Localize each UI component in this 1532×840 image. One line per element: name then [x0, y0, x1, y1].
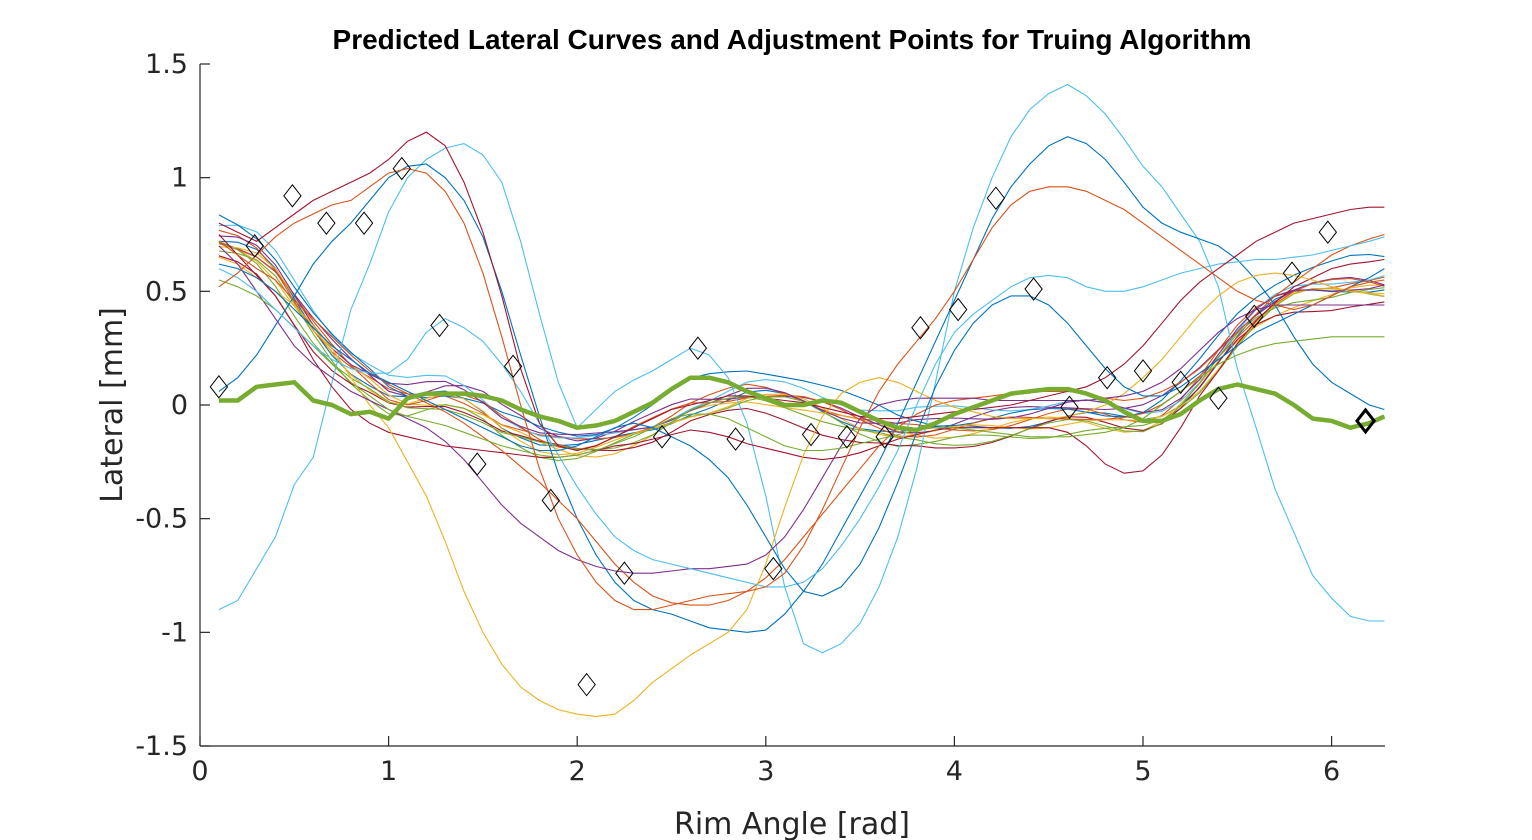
series-line [218, 242, 1385, 450]
series-line [218, 236, 1385, 588]
x-tick-label: 6 [1323, 756, 1340, 787]
adjustment-point-marker [911, 315, 930, 340]
adjustment-point-marker [1282, 261, 1302, 285]
adjustment-point-marker [1209, 386, 1228, 410]
x-tick-label: 2 [569, 756, 586, 787]
adjustment-point-marker [875, 425, 894, 449]
adjustment-point-marker [837, 425, 857, 449]
series-line [218, 250, 1385, 461]
adjustment-point-marker [468, 452, 487, 476]
adjustment-point-marker [1097, 365, 1117, 390]
series-line [218, 168, 1385, 611]
adjustment-point-marker [801, 422, 821, 447]
y-axis-label: Lateral [mm] [95, 307, 130, 503]
series-line [218, 224, 1385, 439]
adjustment-point-marker [764, 556, 783, 581]
y-tick-label: -1 [161, 617, 188, 648]
adjustment-point-marker [652, 425, 672, 449]
chart-title: Predicted Lateral Curves and Adjustment … [333, 24, 1252, 55]
adjustment-point-marker [1060, 395, 1079, 420]
emphasized-point-marker [1355, 407, 1377, 435]
series-line [218, 83, 1385, 654]
adjustment-point-marker [615, 561, 634, 586]
adjustment-point-marker [209, 375, 229, 399]
y-tick-label: 0 [171, 390, 188, 421]
y-tick-label: -1.5 [135, 731, 188, 762]
plot-area [209, 83, 1386, 717]
adjustment-point-marker [317, 211, 336, 235]
adjustment-point-marker [245, 234, 264, 258]
adjustment-point-marker [503, 354, 523, 379]
x-tick-label: 1 [380, 756, 397, 787]
highlight-series-line [218, 375, 1386, 433]
adjustment-point-marker [1318, 220, 1338, 245]
adjustment-point-marker [948, 297, 968, 322]
adjustment-point-marker [392, 156, 412, 181]
x-tick-label: 0 [191, 756, 208, 787]
adjustment-point-marker [1245, 304, 1264, 329]
series-line [218, 245, 1385, 574]
y-tick-label: 1.5 [145, 49, 188, 80]
x-tick-label: 5 [1134, 756, 1151, 787]
series-line [218, 279, 1385, 458]
y-tick-label: -0.5 [135, 504, 188, 535]
series-line [218, 243, 1385, 451]
adjustment-point-marker [1133, 359, 1153, 383]
x-tick-label: 3 [757, 756, 774, 787]
y-tick-label: 0.5 [145, 276, 188, 307]
adjustment-point-marker [726, 427, 745, 451]
adjustment-point-marker [688, 336, 708, 360]
series-line [218, 256, 1385, 717]
adjustment-point-marker [354, 211, 374, 235]
y-tick-label: 1 [171, 163, 188, 194]
adjustment-point-marker [1171, 370, 1190, 395]
series-line [218, 246, 1385, 456]
adjustment-point-marker [283, 184, 302, 208]
series-line [218, 235, 1385, 436]
adjustment-point-marker [577, 672, 596, 697]
axes [199, 63, 1385, 747]
x-axis-label: Rim Angle [rad] [674, 807, 910, 840]
series-line [218, 255, 1385, 452]
x-tick-label: 4 [946, 756, 963, 787]
adjustment-point-marker [1024, 277, 1043, 301]
adjustment-point-marker [986, 186, 1006, 210]
adjustment-point-marker [430, 313, 449, 338]
adjustment-point-marker [541, 488, 561, 513]
